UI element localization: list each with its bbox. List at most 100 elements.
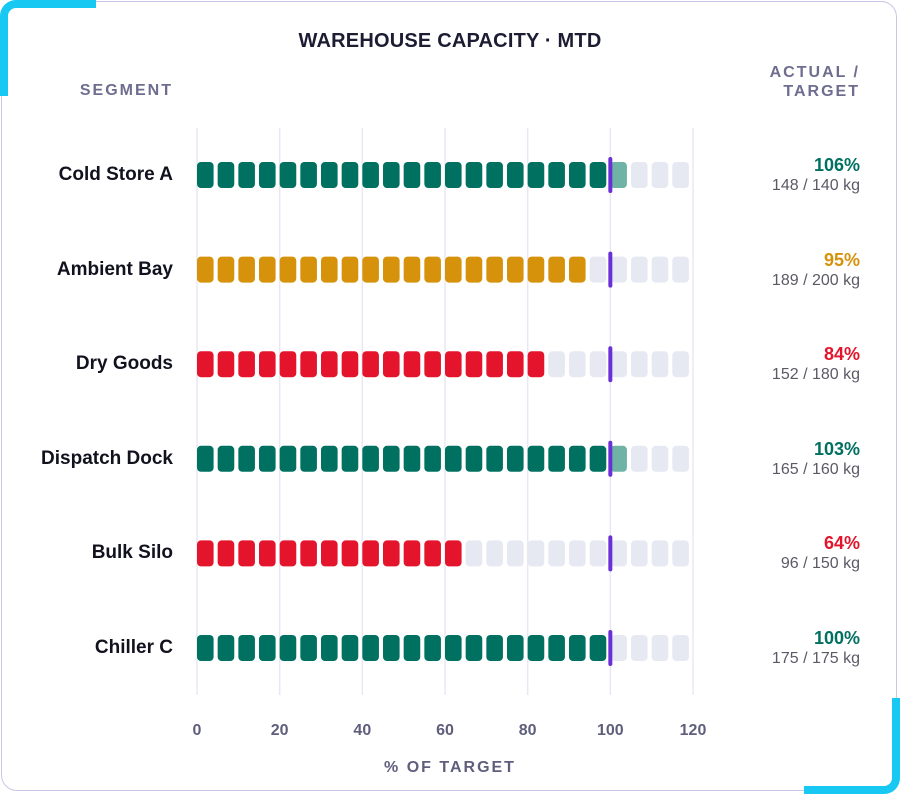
value-block xyxy=(610,445,627,472)
empty-block xyxy=(486,540,503,567)
empty-block xyxy=(631,445,648,472)
value-block xyxy=(217,540,235,567)
value-block xyxy=(279,635,297,661)
value-block xyxy=(321,635,338,661)
value-block xyxy=(403,540,421,567)
value-block xyxy=(300,445,317,472)
actual-target-label: 175 / 175 kg xyxy=(771,650,860,667)
value-block xyxy=(341,635,359,661)
value-block xyxy=(238,351,255,378)
empty-block xyxy=(631,635,648,661)
value-block xyxy=(341,351,359,378)
value-block xyxy=(321,351,338,378)
x-tick-label: 40 xyxy=(353,722,371,739)
empty-block xyxy=(548,351,565,378)
value-block xyxy=(589,635,607,661)
actual-header-line1: ACTUAL / xyxy=(769,64,860,81)
target-marker xyxy=(608,440,613,477)
percent-of-target-label: 95% xyxy=(823,249,860,270)
value-block xyxy=(362,162,379,188)
value-block xyxy=(527,351,545,378)
empty-block xyxy=(548,540,565,567)
actual-target-column-header: ACTUAL / TARGET xyxy=(720,63,860,101)
percent-of-target-label: 103% xyxy=(813,438,860,459)
value-block xyxy=(362,445,379,472)
value-block xyxy=(238,162,255,188)
value-block xyxy=(217,445,235,472)
value-block xyxy=(465,162,483,188)
value-block xyxy=(259,351,276,378)
value-block xyxy=(383,351,400,378)
value-block xyxy=(486,351,503,378)
value-block xyxy=(279,445,297,472)
value-block xyxy=(341,256,359,283)
value-block xyxy=(445,351,462,378)
empty-block xyxy=(631,256,648,283)
value-block xyxy=(507,351,524,378)
value-block xyxy=(259,256,276,283)
percent-of-target-label: 84% xyxy=(823,344,860,365)
value-block xyxy=(445,256,462,283)
value-block xyxy=(610,162,627,188)
actual-target-label: 189 / 200 kg xyxy=(771,271,860,289)
value-block xyxy=(259,162,276,188)
x-tick-label: 60 xyxy=(436,722,454,739)
value-block xyxy=(238,445,255,472)
empty-block xyxy=(672,445,689,472)
empty-block xyxy=(651,445,669,472)
segment-column-header: SEGMENT xyxy=(79,82,173,99)
value-block xyxy=(424,635,441,661)
actual-target-label: 148 / 140 kg xyxy=(771,177,860,194)
actual-target-label: 152 / 180 kg xyxy=(771,366,860,384)
value-block xyxy=(279,162,297,188)
segment-label: Cold Store A xyxy=(58,164,173,185)
empty-block xyxy=(651,162,669,188)
empty-block xyxy=(651,351,669,378)
value-block xyxy=(548,445,565,472)
value-block xyxy=(341,540,359,567)
segment-label: Ambient Bay xyxy=(56,258,173,280)
value-block xyxy=(548,635,565,661)
empty-block xyxy=(631,162,648,188)
value-block xyxy=(321,162,338,188)
empty-block xyxy=(465,540,483,567)
value-block xyxy=(465,635,483,661)
x-axis-label: % OF TARGET xyxy=(384,759,516,776)
value-block xyxy=(548,162,565,188)
value-block xyxy=(383,256,400,283)
value-block xyxy=(486,162,503,188)
value-block xyxy=(403,162,421,188)
empty-block xyxy=(589,351,607,378)
value-block xyxy=(383,445,400,472)
value-block xyxy=(197,256,214,283)
value-block xyxy=(362,256,379,283)
empty-block xyxy=(672,162,689,188)
value-block xyxy=(403,445,421,472)
value-block xyxy=(403,351,421,378)
value-block xyxy=(424,540,441,567)
empty-block xyxy=(672,635,689,661)
value-block xyxy=(300,635,317,661)
chart-title: WAREHOUSE CAPACITY · MTD xyxy=(298,30,602,52)
empty-block xyxy=(589,540,607,567)
value-block xyxy=(217,256,235,283)
value-block xyxy=(238,635,255,661)
value-block xyxy=(403,635,421,661)
value-block xyxy=(259,540,276,567)
x-tick-label: 100 xyxy=(597,722,624,739)
empty-block xyxy=(672,256,689,283)
value-block xyxy=(424,445,441,472)
x-tick-label: 120 xyxy=(680,722,707,739)
value-block xyxy=(238,540,255,567)
value-block xyxy=(259,635,276,661)
value-block xyxy=(589,445,607,472)
value-block xyxy=(569,256,586,283)
x-tick-label: 20 xyxy=(271,722,289,739)
value-block xyxy=(465,445,483,472)
value-block xyxy=(486,445,503,472)
empty-block xyxy=(672,351,689,378)
value-block xyxy=(507,162,524,188)
empty-block xyxy=(631,540,648,567)
value-block xyxy=(486,635,503,661)
empty-block xyxy=(569,351,586,378)
